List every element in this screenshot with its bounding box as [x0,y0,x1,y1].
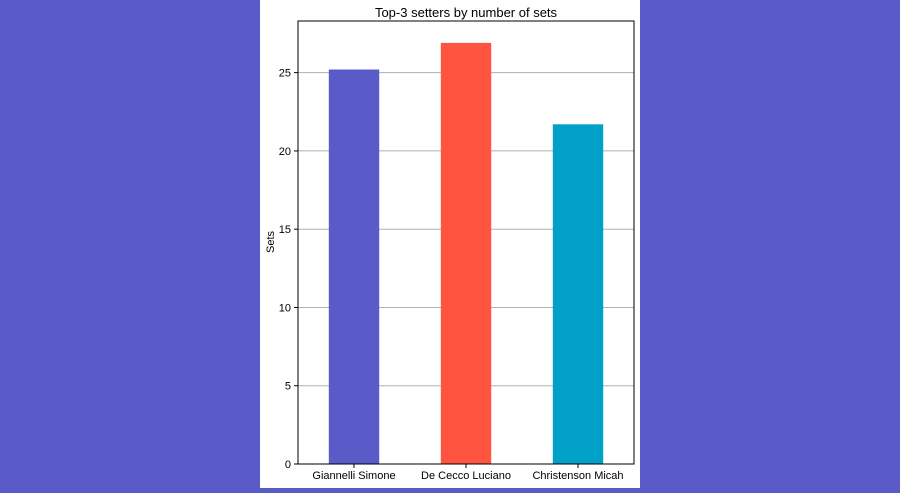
plot-frame [297,20,635,465]
x-tick-label-2: Christenson Micah [532,470,623,482]
bar-christenson-micah [552,124,604,465]
y-tick-label-20: 20 [279,146,291,158]
tick-labels: 0 5 10 15 20 25 Giannelli Simone De Cecco Lucia… [279,68,624,482]
x-tick-label-1: De Cecco Luciano [421,470,511,482]
bar-de-cecco-luciano [440,42,492,465]
axes [294,20,635,468]
bars [328,42,604,465]
y-axis-label: Sets [265,230,277,253]
bar-chart: Top-3 setters by number of sets Sets 0 5 1… [265,5,635,482]
chart-figure: Top-3 setters by number of sets Sets 0 5 1… [260,0,640,488]
bar-giannelli-simone [328,69,380,465]
y-tick-label-25: 25 [279,68,291,80]
chart-title: Top-3 setters by number of sets [375,5,558,20]
y-tick-label-15: 15 [279,224,291,236]
y-tick-label-10: 10 [279,302,291,314]
x-tick-label-0: Giannelli Simone [312,470,395,482]
y-tick-label-0: 0 [285,459,291,471]
y-tick-label-5: 5 [285,381,291,393]
